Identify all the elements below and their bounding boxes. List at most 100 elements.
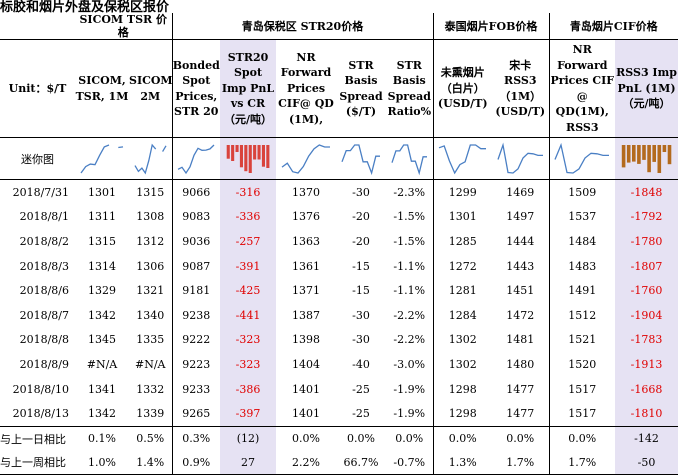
cell-sicom2: #N/A — [135, 357, 166, 371]
cell-bonded: 9036 — [171, 229, 221, 254]
table-row: 2018/7/31 1301 1315 9066 -316 1370 -30 -2.3% 129… — [0, 179, 678, 205]
cmp-basis: 66.7% — [336, 450, 387, 475]
spark-bar — [667, 144, 672, 164]
spark-bar — [253, 144, 257, 159]
sparkline-chart — [391, 143, 427, 175]
cmp-white: 1.3% — [432, 450, 493, 475]
corner-cell — [0, 13, 75, 40]
sparkline-white-sheet — [432, 137, 493, 180]
cmp-bonded: 0.9% — [171, 450, 221, 475]
cell-nr-rss3: 1517 — [548, 376, 616, 402]
cell-sicom2: 1339 — [136, 407, 165, 421]
header-rss3-thai: 宋卡 RSS3（1M）(USD/T) — [495, 58, 546, 119]
sparkline-path — [554, 142, 610, 174]
cell-rss3-pnl: -1783 — [615, 327, 678, 353]
group-thai: 泰国烟片FOB价格 — [432, 13, 550, 40]
row-date: 2018/8/2 — [19, 234, 69, 248]
cell-rss3-pnl: -1810 — [615, 401, 678, 427]
row-date: 2018/8/8 — [19, 333, 69, 347]
cell-rss3: 1444 — [506, 234, 535, 248]
spark-bar — [662, 144, 667, 152]
cell-bonded: 9087 — [171, 253, 221, 279]
cell-sicom2: 1332 — [136, 382, 165, 396]
page-title: 标胶和烟片外盘及保税区报价 — [0, 0, 170, 15]
spark-bar — [632, 144, 636, 162]
sparkline-chart — [281, 143, 331, 174]
spark-bar — [226, 144, 230, 159]
cell-bonded: 9083 — [171, 204, 221, 230]
header-str-basis-ratio: STR Basis Spread Ratio% — [387, 58, 432, 119]
cell-rss3-pnl: -1807 — [615, 253, 678, 279]
spark-bar — [266, 144, 270, 168]
cmp-rss3: 0.0% — [492, 425, 550, 451]
spark-bar — [244, 144, 248, 171]
cell-pnl: -323 — [220, 352, 277, 377]
table-row: 2018/8/3 1314 1306 9087 -391 1361 -15 -1.1% 1272… — [0, 253, 678, 279]
cell-pnl: -316 — [220, 179, 277, 205]
cell-ratio: -2.3% — [393, 185, 426, 199]
comparison-row: 与上一周相比 1.0% 1.4% 0.9% 27 2.2% 66.7% -0.7% 1.3% 1.… — [0, 450, 678, 475]
sparkbar-chart — [621, 144, 672, 173]
sparkline-nr-forward-rss3 — [548, 137, 616, 180]
cmp-rss3: 1.7% — [492, 450, 550, 475]
sparkline-path — [281, 143, 331, 174]
cell-white: 1298 — [432, 376, 493, 402]
sparkbar-chart — [226, 144, 270, 173]
table-row: 2018/8/7 1342 1340 9238 -441 1387 -30 -2.2% 1284… — [0, 302, 678, 328]
cell-nr: 1401 — [292, 382, 321, 396]
cell-sicom2: 1321 — [136, 284, 165, 298]
sparkline-str-basis-ratio — [386, 137, 434, 180]
spark-bar — [257, 144, 261, 159]
cell-pnl: -257 — [220, 229, 277, 254]
cell-sicom1: 1342 — [88, 407, 116, 421]
sparkline-chart — [134, 143, 167, 175]
row-date: 2018/8/9 — [19, 357, 69, 371]
cell-pnl: -397 — [220, 401, 277, 427]
header-bonded-spot: Bonded Spot Prices, STR 20 — [171, 39, 221, 138]
cell-bonded: 9223 — [171, 352, 221, 377]
sparkline-sicom2 — [129, 137, 173, 180]
cell-basis: -25 — [352, 382, 370, 396]
cmp-bonded: 0.3% — [171, 425, 221, 451]
spark-bar — [231, 144, 235, 161]
cmp-nr-rss3: 0.0% — [548, 425, 616, 451]
cell-white: 1298 — [432, 401, 493, 427]
cell-white: 1301 — [432, 204, 493, 230]
cell-sicom2: 1312 — [136, 234, 165, 248]
cell-ratio: -1.9% — [393, 407, 426, 421]
cell-basis: -20 — [352, 234, 370, 248]
cell-rss3-pnl: -1760 — [615, 278, 678, 303]
cell-sicom1: 1314 — [88, 259, 116, 273]
cell-nr-rss3: 1521 — [548, 327, 616, 353]
spark-bar — [248, 144, 252, 173]
cell-rss3: 1451 — [506, 284, 535, 298]
cmp-ratio: -0.7% — [386, 450, 434, 475]
cell-nr: 1404 — [292, 357, 321, 371]
cell-nr-rss3: 1483 — [548, 253, 616, 279]
sparkline-path — [439, 143, 487, 174]
cmp-basis: 0.0% — [336, 425, 387, 451]
cell-white: 1302 — [432, 327, 493, 353]
cell-bonded: 9238 — [171, 302, 221, 328]
cell-nr: 1361 — [292, 259, 321, 273]
spark-bar — [235, 144, 239, 152]
spark-bar — [621, 144, 626, 167]
row-date: 2018/8/1 — [19, 210, 69, 224]
header-rss3-pnl: RSS3 Imp PnL (1M)（元/吨） — [615, 39, 678, 138]
cell-nr-rss3: 1517 — [548, 401, 616, 427]
cmp-nr-rss3: 1.7% — [548, 450, 616, 475]
cell-basis: -30 — [352, 185, 370, 199]
table-row: 2018/8/9 #N/A #N/A 9223 -323 1404 -40 -3.0% 1302… — [0, 352, 678, 377]
cell-sicom2: 1340 — [136, 308, 165, 322]
cell-bonded: 9265 — [171, 401, 221, 427]
cell-ratio: -1.1% — [393, 284, 426, 298]
cell-sicom1: 1301 — [88, 185, 116, 199]
sparkline-path — [341, 143, 381, 175]
cell-sicom1: 1341 — [88, 382, 116, 396]
cell-rss3: 1481 — [506, 333, 535, 347]
sparkline-chart — [497, 141, 543, 174]
cell-ratio: -1.9% — [393, 382, 426, 396]
cell-white: 1272 — [432, 253, 493, 279]
cmp-pnl: 27 — [220, 450, 277, 475]
group-qingdao: 青岛烟片CIF价格 — [548, 13, 678, 40]
